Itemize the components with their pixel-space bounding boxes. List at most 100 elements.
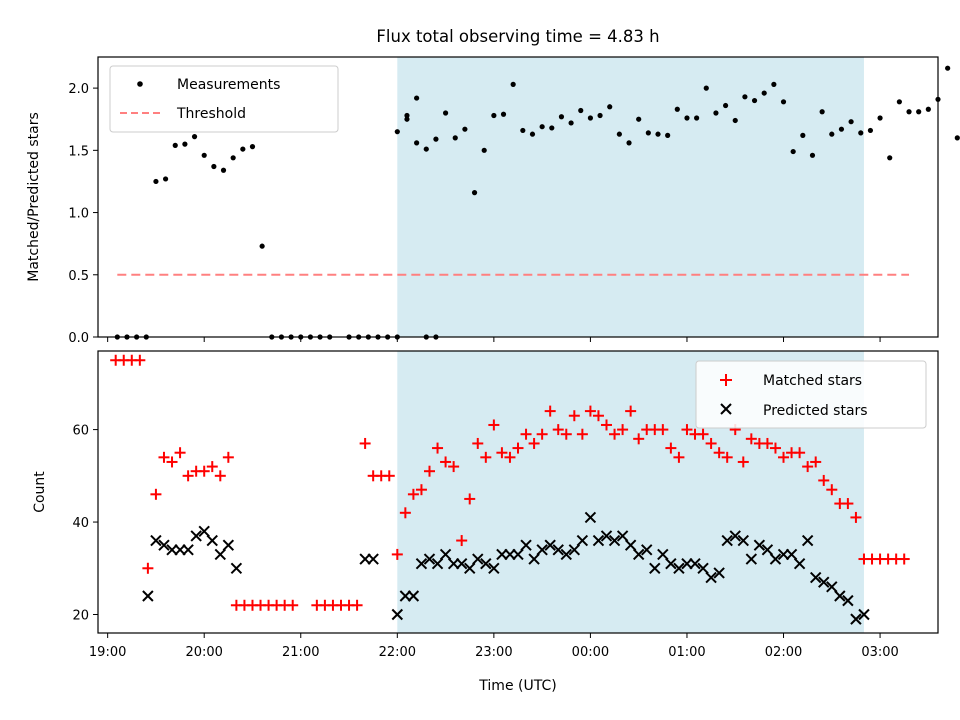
matched-point xyxy=(150,488,162,500)
predicted-point xyxy=(721,534,733,547)
predicted-point xyxy=(769,553,782,565)
predicted-point xyxy=(809,571,822,584)
matched-point xyxy=(504,451,516,463)
predicted-point xyxy=(641,544,653,556)
measurement-point xyxy=(471,190,478,196)
predicted-point xyxy=(753,539,766,551)
x-tick-label: 22:00 xyxy=(379,645,416,660)
predicted-point xyxy=(158,539,170,551)
matched-point xyxy=(214,470,226,482)
matched-point xyxy=(480,451,492,463)
matched-point xyxy=(464,493,476,505)
predicted-point xyxy=(480,557,492,570)
measurement-point xyxy=(558,114,565,120)
measurement-point xyxy=(877,115,883,121)
x-axis-label: Time (UTC) xyxy=(478,678,556,694)
predicted-point xyxy=(214,548,227,561)
predicted-point xyxy=(801,534,814,547)
x-tick-label: 21:00 xyxy=(282,645,319,660)
x-tick-label: 20:00 xyxy=(185,645,222,660)
y-tick-label: 40 xyxy=(72,516,89,531)
measurement-point xyxy=(626,140,632,146)
predicted-point xyxy=(729,530,741,542)
predicted-point xyxy=(665,557,677,570)
measurement-point xyxy=(240,146,246,152)
measurement-point xyxy=(500,111,507,117)
predicted-point xyxy=(391,608,404,621)
y-tick-label: 1.5 xyxy=(68,144,89,159)
legend-matched-label: Matched stars xyxy=(763,373,862,389)
predicted-point xyxy=(431,557,444,570)
bottom-legend: Matched stars Predicted stars xyxy=(695,360,927,429)
measurement-point xyxy=(896,99,902,105)
predicted-point xyxy=(439,548,452,561)
legend-predicted-label: Predicted stars xyxy=(763,403,868,419)
matched-point xyxy=(657,424,669,436)
matched-point xyxy=(617,424,629,436)
matched-point xyxy=(713,447,725,459)
matched-point xyxy=(359,437,371,449)
x-tick-label: 00:00 xyxy=(572,645,609,660)
measurement-point xyxy=(433,136,439,142)
measurement-point xyxy=(549,125,555,131)
predicted-point xyxy=(737,534,749,547)
matched-point xyxy=(842,498,854,510)
matched-point xyxy=(697,428,709,440)
measurement-point xyxy=(529,131,536,137)
predicted-point xyxy=(464,562,476,574)
y-tick-label: 60 xyxy=(72,424,89,439)
measurement-point xyxy=(414,95,420,101)
predicted-point xyxy=(230,562,243,574)
bottom-axes-frame xyxy=(97,350,939,634)
matched-point xyxy=(721,451,733,463)
measurement-point xyxy=(867,127,874,134)
matched-point xyxy=(432,442,444,454)
legend-matched-marker xyxy=(720,374,732,386)
bottom-y-axis-label: Count xyxy=(32,471,48,513)
measurement-point xyxy=(694,115,700,121)
measurement-point xyxy=(510,81,516,87)
predicted-point xyxy=(488,562,500,574)
measurement-point xyxy=(191,134,198,140)
bottom-legend-box xyxy=(695,360,927,429)
predicted-point xyxy=(568,544,581,556)
predicted-point xyxy=(536,544,548,556)
matched-point xyxy=(609,428,621,440)
matched-point xyxy=(818,474,830,486)
legend-threshold-label: Threshold xyxy=(176,106,246,122)
matched-point xyxy=(778,451,790,463)
matched-point xyxy=(166,456,178,468)
predicted-point xyxy=(455,557,468,570)
measurement-point xyxy=(491,112,497,119)
matched-point xyxy=(625,405,637,417)
top-plot-area xyxy=(114,57,960,340)
measurement-point xyxy=(201,152,207,158)
predicted-point xyxy=(649,562,661,574)
matched-point xyxy=(174,447,186,459)
matched-point xyxy=(601,419,613,431)
measurement-point xyxy=(597,112,603,119)
x-tick-label: 01:00 xyxy=(668,645,705,660)
measurement-point xyxy=(732,117,738,124)
matched-point xyxy=(520,428,532,440)
predicted-point xyxy=(850,613,862,625)
matched-point xyxy=(898,553,910,565)
measurement-point xyxy=(394,129,400,135)
measurement-point xyxy=(703,85,709,91)
matched-point xyxy=(568,410,580,422)
predicted-point xyxy=(761,544,774,556)
measurement-point xyxy=(462,126,468,132)
predicted-point xyxy=(592,534,605,547)
predicted-point xyxy=(528,553,540,565)
predicted-point xyxy=(834,590,846,602)
measurement-point xyxy=(800,132,806,138)
measurement-point xyxy=(829,131,835,137)
matched-point xyxy=(407,488,419,500)
predicted-point xyxy=(198,525,210,538)
measurement-point xyxy=(616,131,622,137)
measurement-point xyxy=(645,130,651,136)
matched-point xyxy=(576,428,588,440)
measurement-point xyxy=(848,119,854,125)
predicted-point xyxy=(552,544,564,556)
top-panel: 0.00.51.01.52.0 Matched/Predicted stars … xyxy=(26,56,960,346)
